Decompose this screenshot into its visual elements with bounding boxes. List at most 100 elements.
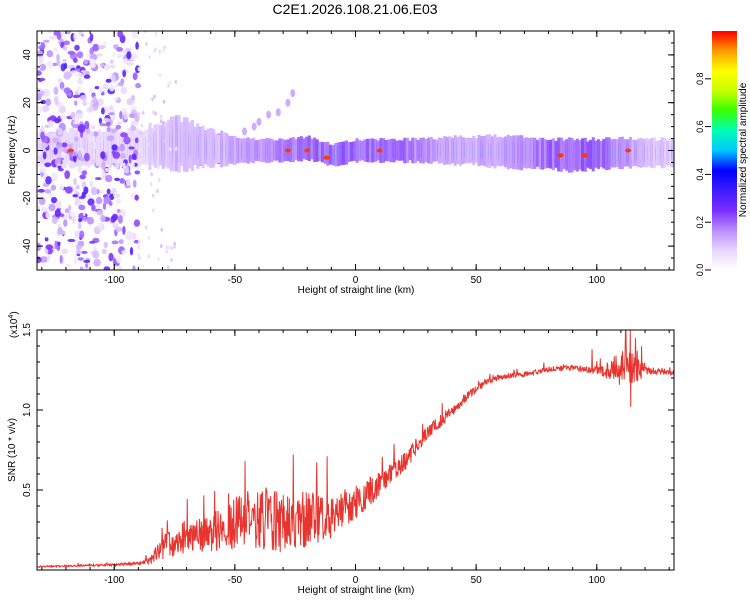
spectrogram-noise-blob <box>147 254 151 259</box>
spectrogram-cell <box>262 138 266 163</box>
spectrogram-cell <box>265 137 269 164</box>
spectrogram-noise-blob <box>53 86 59 95</box>
spectrogram-noise-blob <box>60 113 66 120</box>
snr-x-tick-label: -50 <box>228 575 243 586</box>
spectrogram-noise-blob <box>46 60 54 68</box>
spectrogram-noise-blob <box>108 112 115 116</box>
spectrogram-cell <box>397 140 402 161</box>
spectrogram-cell <box>355 138 359 163</box>
spectrogram-cell <box>214 133 218 164</box>
spectrogram-noise-blob <box>73 187 77 194</box>
spectrogram-noise-blob <box>86 53 91 58</box>
spectrogram-noise-blob <box>45 98 52 106</box>
spectrogram-noise-blob <box>81 33 84 37</box>
spectrogram-cell <box>198 127 202 166</box>
spectrogram-noise-blob <box>116 208 121 213</box>
spectrogram-cell <box>512 135 516 170</box>
spectrogram-noise-blob <box>122 58 128 65</box>
spectrogram-cell <box>642 138 646 167</box>
snr-x-tick-label: 0 <box>353 575 359 586</box>
spectrogram-noise-blob <box>173 244 177 249</box>
spectrogram-noise-blob <box>163 45 166 50</box>
spectrogram-noise-blob <box>174 79 178 84</box>
spectrogram-cell <box>137 129 141 167</box>
spectrogram-noise-blob <box>80 149 86 155</box>
spectrogram-cell <box>291 137 295 163</box>
spectrogram-cell <box>326 141 330 166</box>
spectrogram-noise-blob <box>63 40 70 46</box>
spectrogram-noise-blob <box>163 138 166 143</box>
spectrogram-cell <box>589 139 593 169</box>
spectrogram-noise-blob <box>37 50 44 58</box>
spectrogram-noise-blob <box>83 259 91 263</box>
spectrogram-noise-blob <box>131 94 136 101</box>
spectrogram-noise-blob <box>43 39 50 43</box>
spectrogram-noise-blob <box>37 150 42 156</box>
spectrogram-cell <box>408 140 412 161</box>
spectrogram-cell <box>429 137 433 164</box>
spectrogram-noise-blob <box>105 78 112 83</box>
spectrogram-cell <box>82 130 86 166</box>
spectrogram-noise-blob <box>59 184 64 191</box>
spectrogram-cell <box>506 134 510 170</box>
colorbar-tick-label: 0.4 <box>695 168 705 181</box>
spectrogram-noise-blob <box>60 31 66 37</box>
spectrogram-cell <box>474 138 478 163</box>
spectrogram-noise-blob <box>122 69 127 78</box>
spectrogram-cell <box>427 137 431 164</box>
spectrogram-cell <box>169 116 173 172</box>
spectrogram-cell <box>188 121 192 169</box>
spectrogram-noise-blob <box>111 213 119 221</box>
spectrogram-noise-blob <box>142 111 145 115</box>
spectrogram-noise-blob <box>44 188 52 194</box>
spectrogram-noise-blob <box>132 265 136 270</box>
spectrogram-noise-blob <box>74 196 81 204</box>
spectrogram-noise-blob <box>39 167 47 173</box>
spectrogram-noise-blob <box>70 111 76 119</box>
spectrogram-noise-blob <box>125 47 132 52</box>
spectrogram-noise-blob <box>57 227 63 235</box>
spectrogram-noise-blob <box>83 59 89 65</box>
spectrogram-noise-blob <box>154 31 158 36</box>
spectrogram-noise-blob <box>105 174 113 183</box>
spectrogram-noise-blob <box>167 245 171 250</box>
spectrogram-cell <box>437 137 441 164</box>
spectrogram-noise-blob <box>55 200 62 209</box>
spectrogram-noise-blob <box>147 236 151 240</box>
spectrogram-noise-blob <box>40 131 45 141</box>
spectrogram-noise-blob <box>76 51 84 59</box>
spectrogram-cell <box>612 139 616 168</box>
spectrogram-cell <box>209 127 213 169</box>
spectrogram-cell <box>453 135 457 166</box>
spectrogram-noise-blob <box>95 177 102 181</box>
spectrogram-cell <box>567 137 571 173</box>
spectrogram-noise-blob <box>74 136 79 142</box>
spectrogram-cell <box>281 138 285 163</box>
spectrogram-noise-blob <box>139 130 142 135</box>
spectrogram-cell <box>485 134 489 168</box>
snr-x-tick-label: 100 <box>588 575 605 586</box>
spectrogram-noise-blob <box>79 266 84 270</box>
spectrogram-noise-blob <box>47 31 52 35</box>
spectrogram-cell <box>392 138 396 163</box>
spectrogram-cell <box>541 137 545 170</box>
spectrogram-cell <box>469 137 473 164</box>
spectrogram-noise-blob <box>111 187 117 194</box>
spectrogram-noise-blob <box>65 263 70 268</box>
spectrogram-cell <box>668 138 672 168</box>
spectrogram-noise-blob <box>92 95 97 104</box>
colorbar-tick-label: 0.8 <box>695 73 705 86</box>
spectrogram-cell <box>546 140 550 168</box>
spectrogram-noise-blob <box>53 31 58 36</box>
spectrogram-cell <box>554 140 558 168</box>
spectrogram-cell <box>358 140 362 161</box>
spectrogram-noise-blob <box>133 219 141 227</box>
spectrogram-noise-blob <box>45 176 52 185</box>
spectrogram-cell <box>315 139 319 162</box>
svg-text:(x104): (x104) <box>8 311 20 338</box>
spectrogram-noise-blob <box>167 83 170 88</box>
spectrogram-noise-blob <box>117 265 123 270</box>
spectrogram-noise-blob <box>61 142 68 148</box>
spectrogram-cell <box>140 131 144 165</box>
spectrogram-cell <box>416 140 420 161</box>
